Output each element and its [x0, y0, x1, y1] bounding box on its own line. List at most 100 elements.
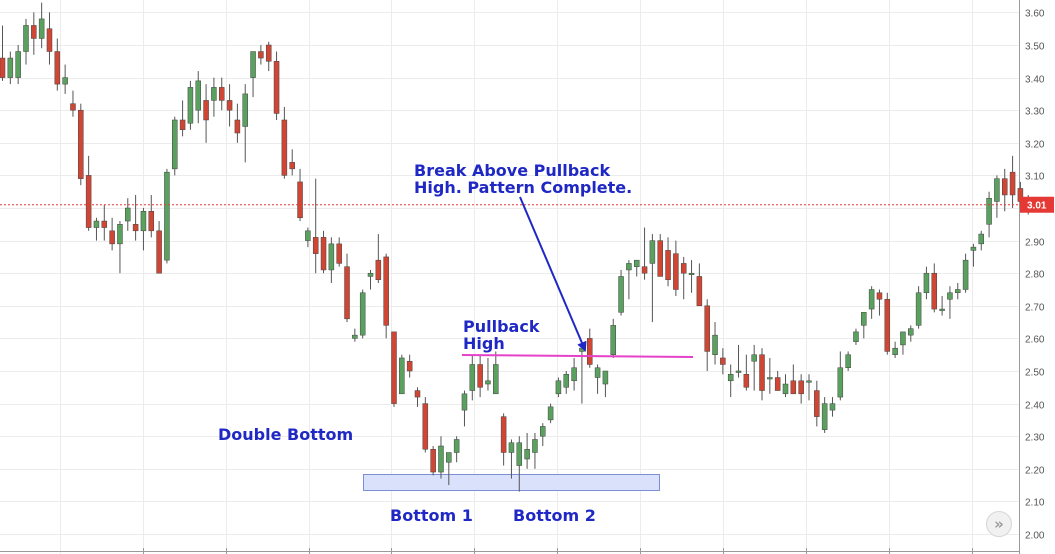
candle-body-up [649, 240, 656, 264]
y-tick-label: 2.50 [1025, 368, 1045, 379]
candle-body-down [430, 448, 436, 473]
candle [265, 41, 272, 72]
candle [461, 390, 468, 427]
candle [923, 266, 930, 300]
candle [782, 374, 789, 398]
candle-body-up [563, 374, 570, 388]
candle [93, 217, 100, 241]
candle-body-down [414, 390, 421, 398]
candle-body-up [367, 272, 374, 277]
candle [516, 436, 523, 492]
candle [876, 289, 883, 316]
candle-body-up [837, 367, 844, 398]
candle [704, 299, 710, 371]
candle-body-up [978, 233, 984, 245]
candle [85, 155, 92, 231]
candle [970, 243, 977, 267]
candle [493, 351, 499, 395]
scroll-to-latest-button[interactable]: » [986, 511, 1012, 537]
candle-body-down [31, 25, 37, 39]
candle-body-up [211, 87, 217, 101]
candle-body-down [406, 360, 413, 372]
pullback-high-line [461, 354, 694, 358]
candle-body-down [759, 354, 765, 391]
candle-body-up [602, 370, 609, 385]
candle-body-up [955, 289, 961, 294]
candle-body-up [900, 331, 906, 346]
candle [665, 237, 671, 287]
candle-body-down [226, 100, 233, 111]
candle [594, 364, 601, 394]
candle [187, 80, 194, 130]
y-tick-label: 3.60 [1025, 9, 1045, 20]
candle [712, 322, 718, 365]
candle-body-down [704, 305, 710, 352]
candle-body-down [148, 211, 155, 232]
candle-body-up [571, 367, 577, 382]
candle [579, 341, 585, 404]
candle [117, 221, 123, 274]
candle [211, 77, 217, 117]
candle-body-up [829, 403, 836, 411]
candle-body-down [109, 230, 115, 245]
candle [469, 354, 476, 401]
candle [790, 364, 797, 395]
candle-body-down [54, 51, 61, 85]
candle [218, 77, 225, 111]
candle [336, 237, 342, 267]
candle-body-up [688, 272, 695, 275]
candle [406, 354, 413, 378]
y-tick-label: 2.40 [1025, 401, 1045, 412]
candle-body-down [289, 162, 295, 170]
candle-body-up [399, 357, 405, 395]
candle-body-down [179, 119, 186, 131]
pullback-high-line-1: Pullback [463, 317, 540, 336]
candle-body-up [626, 263, 632, 271]
candle [1009, 155, 1016, 208]
candle-body-down [156, 230, 162, 274]
candle [62, 64, 68, 94]
candle-body-up [38, 18, 45, 39]
candle-body-up [172, 119, 178, 170]
candle-body-up [962, 259, 969, 290]
break-above-annotation: Break Above Pullback High. Pattern Compl… [414, 162, 632, 196]
candle [399, 354, 405, 395]
y-tick-label: 3.40 [1025, 75, 1045, 86]
candle-body-up [438, 445, 444, 473]
candle [328, 237, 335, 283]
candle-body-down [587, 338, 593, 365]
candle-body-down [1009, 171, 1016, 196]
candle [939, 296, 945, 316]
candle [868, 286, 875, 319]
candle-body-up [947, 292, 953, 300]
candle-body-up [532, 439, 538, 453]
candle [837, 351, 844, 401]
candle [367, 269, 374, 290]
candle [23, 18, 29, 65]
candle [814, 380, 820, 427]
candle-body-down [46, 28, 53, 52]
candle-body-up [547, 406, 554, 421]
candle [297, 168, 303, 222]
y-tick-label: 2.20 [1025, 466, 1045, 477]
candle-body-down [500, 416, 507, 453]
candle [610, 318, 616, 358]
candle [164, 168, 170, 264]
candle-body-up [806, 380, 812, 383]
candle [281, 106, 288, 179]
candle-body-up [594, 367, 601, 378]
candle-body-up [125, 207, 131, 222]
candle [15, 45, 21, 85]
candle [438, 436, 444, 479]
candle-body-down [798, 380, 804, 395]
candle [845, 351, 851, 371]
candle [485, 357, 491, 391]
candle [861, 312, 867, 339]
candle [195, 71, 201, 124]
candle-body-down [375, 259, 382, 280]
candle-body-up [610, 325, 616, 355]
candle-body-up [727, 374, 734, 382]
candle [908, 325, 914, 342]
price-axis: 3.603.503.403.303.203.103.002.902.802.70… [1020, 9, 1054, 542]
